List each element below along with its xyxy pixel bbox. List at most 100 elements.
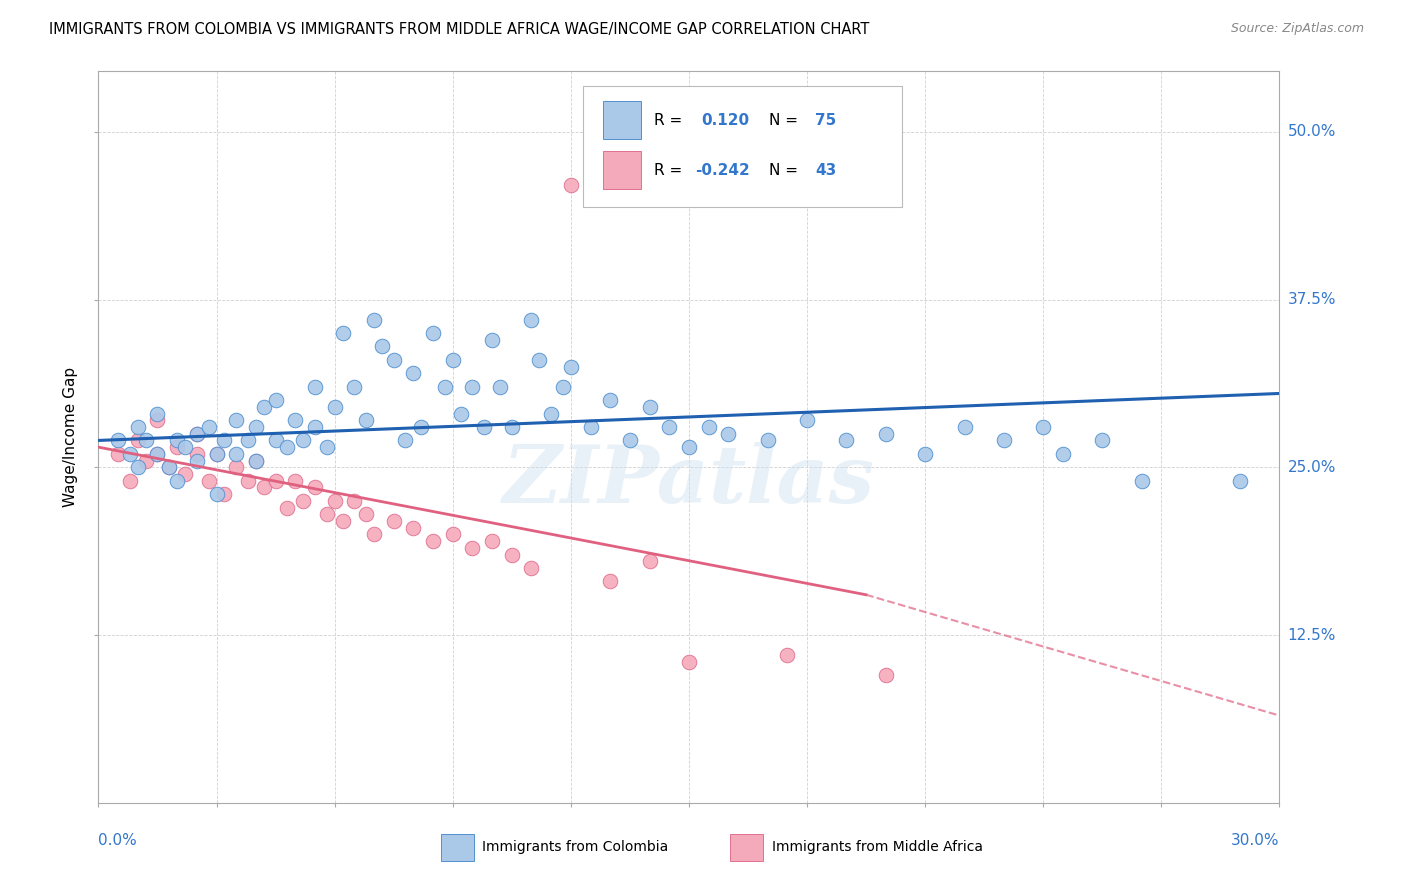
Point — [323, 400, 346, 414]
Point — [107, 434, 129, 448]
Point — [197, 420, 219, 434]
Point — [118, 474, 141, 488]
Point — [166, 434, 188, 448]
Point — [127, 434, 149, 448]
Point — [343, 493, 366, 508]
Point — [520, 312, 543, 326]
Point — [225, 460, 247, 475]
Point — [264, 393, 287, 408]
Point — [472, 420, 495, 434]
Point — [343, 380, 366, 394]
Text: 12.5%: 12.5% — [1288, 628, 1336, 642]
Point — [914, 447, 936, 461]
Point — [560, 359, 582, 374]
Point — [363, 312, 385, 326]
Point — [717, 426, 740, 441]
Point — [1091, 434, 1114, 448]
Point — [1052, 447, 1074, 461]
Point — [697, 420, 720, 434]
Text: 25.0%: 25.0% — [1288, 459, 1336, 475]
Point — [245, 453, 267, 467]
FancyBboxPatch shape — [441, 833, 474, 862]
Point — [953, 420, 976, 434]
Point — [394, 434, 416, 448]
Point — [835, 434, 858, 448]
Point — [560, 178, 582, 193]
Point — [284, 413, 307, 427]
Point — [146, 447, 169, 461]
Point — [225, 413, 247, 427]
Text: Immigrants from Middle Africa: Immigrants from Middle Africa — [772, 839, 983, 854]
Point — [236, 434, 259, 448]
Point — [481, 333, 503, 347]
FancyBboxPatch shape — [603, 151, 641, 189]
Point — [371, 339, 394, 353]
FancyBboxPatch shape — [730, 833, 763, 862]
Text: 43: 43 — [815, 162, 837, 178]
Point — [157, 460, 180, 475]
Point — [157, 460, 180, 475]
Point — [225, 447, 247, 461]
Point — [551, 380, 574, 394]
Point — [127, 420, 149, 434]
Point — [186, 447, 208, 461]
Point — [174, 440, 197, 454]
Point — [284, 474, 307, 488]
Text: Source: ZipAtlas.com: Source: ZipAtlas.com — [1230, 22, 1364, 36]
Point — [264, 434, 287, 448]
Point — [638, 400, 661, 414]
Text: 30.0%: 30.0% — [1232, 833, 1279, 848]
Point — [402, 367, 425, 381]
Point — [323, 493, 346, 508]
Point — [292, 493, 315, 508]
Point — [501, 420, 523, 434]
Text: 37.5%: 37.5% — [1288, 292, 1336, 307]
Point — [236, 474, 259, 488]
Point — [214, 487, 236, 501]
Point — [264, 474, 287, 488]
Point — [304, 480, 326, 494]
Point — [127, 460, 149, 475]
Text: 0.120: 0.120 — [700, 113, 749, 128]
Point — [253, 480, 276, 494]
Point — [205, 447, 228, 461]
Point — [422, 534, 444, 549]
Point — [205, 447, 228, 461]
Point — [118, 447, 141, 461]
Point — [1032, 420, 1054, 434]
Point — [678, 655, 700, 669]
Point — [776, 648, 799, 662]
Text: Immigrants from Colombia: Immigrants from Colombia — [482, 839, 668, 854]
Point — [166, 440, 188, 454]
Point — [363, 527, 385, 541]
Point — [315, 440, 337, 454]
Point — [292, 434, 315, 448]
Point — [450, 407, 472, 421]
Point — [756, 434, 779, 448]
Point — [411, 420, 433, 434]
Point — [441, 352, 464, 367]
Point — [875, 426, 897, 441]
Point — [658, 420, 681, 434]
Point — [461, 541, 484, 555]
Point — [245, 453, 267, 467]
Text: N =: N = — [769, 113, 803, 128]
Point — [276, 440, 298, 454]
Text: 75: 75 — [815, 113, 837, 128]
Point — [245, 420, 267, 434]
Point — [529, 352, 551, 367]
Text: 50.0%: 50.0% — [1288, 124, 1336, 139]
Point — [579, 420, 602, 434]
Point — [422, 326, 444, 340]
Point — [146, 413, 169, 427]
Point — [489, 380, 512, 394]
Point — [304, 420, 326, 434]
Point — [382, 352, 405, 367]
Point — [678, 440, 700, 454]
Text: ZIPatlas: ZIPatlas — [503, 442, 875, 520]
Point — [599, 393, 621, 408]
Point — [166, 474, 188, 488]
Point — [433, 380, 456, 394]
Point — [304, 380, 326, 394]
Point — [174, 467, 197, 481]
